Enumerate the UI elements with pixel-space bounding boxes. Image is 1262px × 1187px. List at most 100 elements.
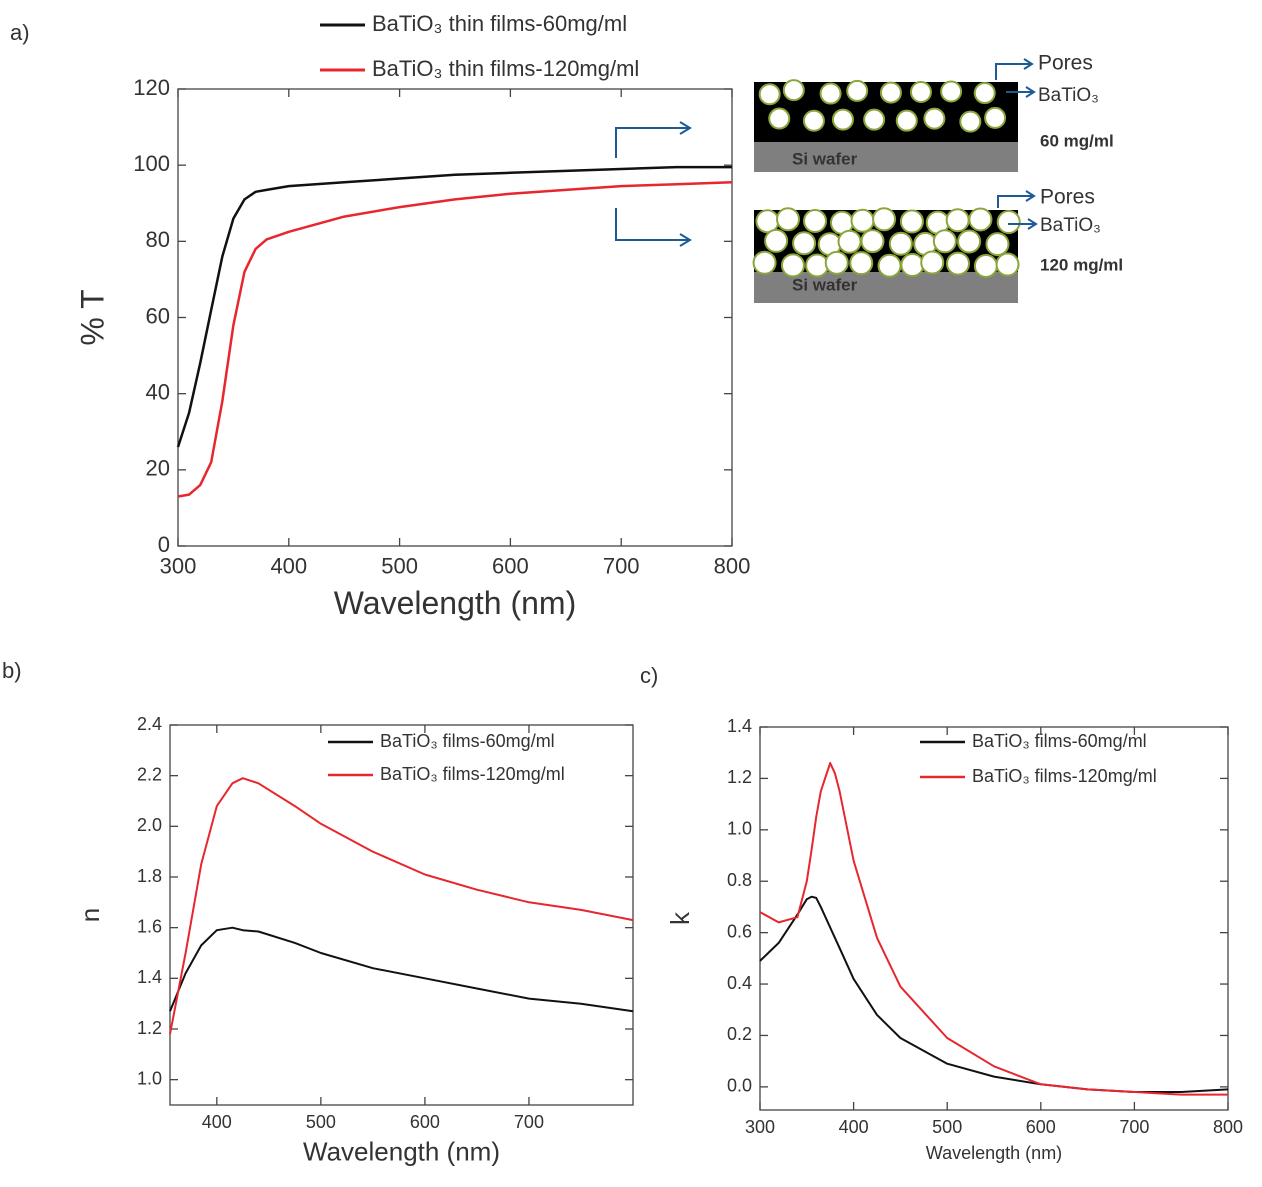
plot-frame bbox=[169, 724, 634, 1106]
particle bbox=[824, 250, 849, 275]
particle bbox=[819, 82, 842, 105]
y-axis-title: % T bbox=[74, 289, 110, 345]
y-tick-label: 20 bbox=[146, 456, 170, 481]
data-line bbox=[169, 777, 634, 1035]
particle bbox=[782, 79, 805, 102]
y-tick-label: 1.4 bbox=[137, 967, 162, 987]
particle bbox=[780, 253, 805, 278]
particle bbox=[945, 208, 970, 233]
concentration-label: 120 mg/ml bbox=[1040, 255, 1123, 274]
particle bbox=[968, 207, 993, 232]
particle bbox=[932, 229, 957, 254]
particle bbox=[996, 210, 1021, 235]
chart: 400 500 600 700 1.0 1.2 1.4 1.6 1.8 2.0 2.2 2.4 Wave… bbox=[75, 714, 634, 1166]
y-axis-title: k bbox=[665, 911, 695, 925]
arrows bbox=[615, 58, 1038, 247]
x-tick-label: 400 bbox=[839, 1117, 869, 1137]
particle bbox=[899, 209, 924, 234]
particle bbox=[776, 207, 801, 232]
y-tick-label: 100 bbox=[133, 151, 170, 176]
x-tick-label: 800 bbox=[1213, 1117, 1243, 1137]
pores-label: Pores bbox=[1040, 186, 1095, 209]
x-tick-label: 600 bbox=[492, 554, 529, 579]
y-tick-label: 0.0 bbox=[727, 1076, 752, 1096]
data-line bbox=[176, 165, 732, 448]
particle bbox=[888, 231, 913, 256]
y-tick-label: 0.6 bbox=[727, 921, 752, 941]
y-tick-label: 120 bbox=[133, 75, 170, 100]
x-tick-label: 400 bbox=[202, 1112, 232, 1132]
x-tick-label: 700 bbox=[603, 554, 640, 579]
y-tick-label: 1.0 bbox=[137, 1068, 162, 1088]
arrow bbox=[995, 58, 1034, 80]
particle bbox=[768, 107, 791, 130]
particle bbox=[831, 108, 854, 131]
particle bbox=[900, 253, 925, 278]
particle bbox=[764, 228, 789, 253]
particle bbox=[850, 208, 875, 233]
y-tick-label: 0 bbox=[158, 532, 170, 557]
x-tick-label: 700 bbox=[1119, 1117, 1149, 1137]
x-tick-label: 300 bbox=[160, 554, 197, 579]
plot-frame bbox=[759, 726, 1229, 1111]
y-tick-label: 1.2 bbox=[727, 767, 752, 787]
particle bbox=[895, 109, 918, 132]
x-tick-label: 500 bbox=[306, 1112, 336, 1132]
particle bbox=[923, 107, 946, 130]
particle bbox=[837, 229, 862, 254]
legend-label: BaTiO₃ films-120mg/ml bbox=[972, 766, 1157, 786]
arrow bbox=[1006, 86, 1036, 98]
y-tick-label: 60 bbox=[146, 303, 170, 328]
y-tick-label: 0.4 bbox=[727, 973, 752, 993]
x-tick-label: 300 bbox=[745, 1117, 775, 1137]
x-axis-title: Wavelength (nm) bbox=[334, 585, 576, 621]
panel-label: c) bbox=[640, 663, 658, 688]
y-tick-label: 0.2 bbox=[727, 1024, 752, 1044]
y-tick-label: 40 bbox=[146, 379, 170, 404]
material-label: BaTiO₃ bbox=[1040, 215, 1101, 236]
particle bbox=[792, 231, 817, 256]
schematic: Si wafer Si wafer 60 mg/ml 120 mg/ml Por… bbox=[615, 52, 1123, 303]
x-tick-label: 700 bbox=[514, 1112, 544, 1132]
particle bbox=[940, 80, 963, 103]
particle bbox=[959, 110, 982, 133]
x-tick-label: 400 bbox=[270, 554, 307, 579]
particle bbox=[879, 81, 902, 104]
y-tick-label: 0.8 bbox=[727, 870, 752, 890]
particle bbox=[752, 250, 777, 275]
x-axis-title: Wavelength (nm) bbox=[926, 1143, 1062, 1163]
y-axis-title: n bbox=[75, 908, 105, 922]
particle bbox=[758, 83, 781, 106]
substrate-layer bbox=[754, 142, 1018, 172]
particle bbox=[802, 109, 825, 132]
chart: 300 400 500 600 700 800 0.0 0.2 0.4 0.6 0.8 1.0 1.2 1… bbox=[665, 716, 1243, 1163]
x-tick-label: 600 bbox=[410, 1112, 440, 1132]
legend-label: BaTiO₃ films-60mg/ml bbox=[380, 731, 555, 751]
panel-label: a) bbox=[10, 20, 30, 45]
y-tick-label: 1.4 bbox=[727, 716, 752, 736]
concentration-label: 60 mg/ml bbox=[1040, 131, 1114, 150]
particle bbox=[957, 229, 982, 254]
particle bbox=[946, 251, 971, 276]
x-axis-title: Wavelength (nm) bbox=[303, 1136, 500, 1166]
arrow bbox=[1008, 218, 1038, 230]
y-tick-label: 1.8 bbox=[137, 866, 162, 886]
particle bbox=[973, 82, 996, 105]
particle bbox=[846, 79, 869, 102]
arrow bbox=[997, 190, 1036, 208]
data-line bbox=[759, 762, 1228, 1096]
particle bbox=[995, 252, 1020, 277]
arrow bbox=[615, 208, 692, 247]
y-tick-label: 80 bbox=[146, 227, 170, 252]
y-tick-label: 1.6 bbox=[137, 916, 162, 936]
x-tick-label: 800 bbox=[714, 554, 751, 579]
material-label: BaTiO₃ bbox=[1038, 85, 1099, 106]
legend-label: BaTiO₃ films-60mg/ml bbox=[972, 731, 1147, 751]
substrate-label: Si wafer bbox=[792, 275, 858, 294]
particle bbox=[985, 232, 1010, 257]
particle bbox=[849, 251, 874, 276]
particle bbox=[805, 253, 830, 278]
y-tick-label: 1.2 bbox=[137, 1018, 162, 1038]
